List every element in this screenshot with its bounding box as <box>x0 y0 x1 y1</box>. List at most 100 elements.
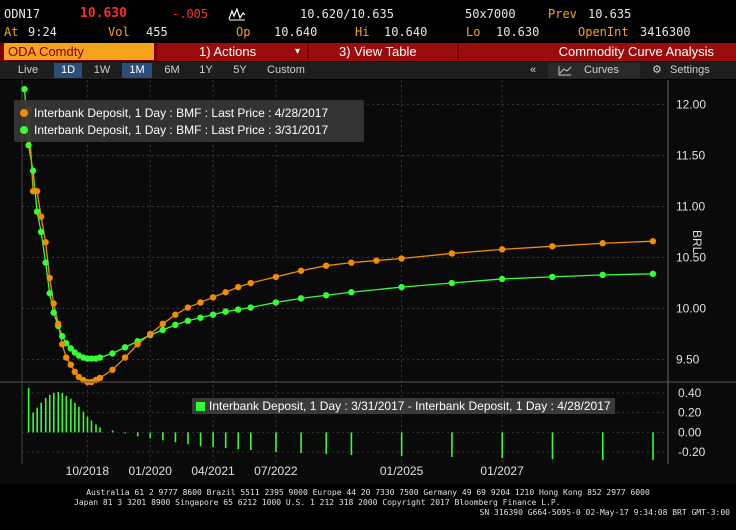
series-point-0 <box>37 213 45 220</box>
y-axis-label: BRL <box>690 230 704 254</box>
series-point-1 <box>599 271 606 279</box>
curve-chart[interactable]: 12.00 11.50 11.00 10.50 10.00 9.50 10/2018 01/… <box>0 80 736 484</box>
series-point-1 <box>649 270 657 278</box>
spread-bar <box>27 387 30 433</box>
view-table-label: 3) View Table <box>339 44 417 59</box>
tab-1w[interactable]: 1W <box>93 64 111 76</box>
bid-ask-size: 50x7000 <box>465 7 516 21</box>
spread-swatch <box>196 402 205 411</box>
y-tick-label: 11.00 <box>676 199 705 213</box>
series-point-1 <box>46 290 53 297</box>
security-field-text: ODA Comdty <box>8 44 84 59</box>
spread-bar <box>451 432 453 458</box>
open-interest-label: OpenInt <box>578 25 629 39</box>
legend-dot-green <box>20 126 28 134</box>
tab-1m[interactable]: 1M <box>122 63 152 78</box>
spread-bar <box>32 412 34 433</box>
spread-legend-text: Interbank Deposit, 1 Day : 3/31/2017 - I… <box>209 399 611 413</box>
spread-bar <box>149 432 152 439</box>
spread-bar <box>70 398 72 433</box>
spread-bar <box>652 432 654 460</box>
spread-bar <box>40 402 43 433</box>
series-point-0 <box>297 267 305 274</box>
spread-bar <box>44 397 47 433</box>
series-point-1 <box>67 345 74 352</box>
tab-5y[interactable]: 5Y <box>233 64 247 76</box>
low-label: Lo <box>466 25 481 39</box>
series-point-1 <box>88 355 95 362</box>
spread-bar <box>300 432 302 454</box>
curves-label: Curves <box>584 64 619 76</box>
tab-1y[interactable]: 1Y <box>199 64 213 76</box>
spread-bar <box>90 420 93 433</box>
series-point-0 <box>448 250 456 257</box>
open-value: 10.640 <box>274 25 318 39</box>
series-point-0 <box>159 320 166 328</box>
chevron-down-icon: ▾ <box>295 46 301 57</box>
series-point-1 <box>448 279 456 287</box>
actions-menu[interactable]: 1) Actions ▾ <box>157 43 307 61</box>
series-point-1 <box>398 283 405 291</box>
function-toolbar: ODA Comdty 1) Actions ▾ 3) View Table Co… <box>0 43 736 61</box>
series-point-1 <box>37 228 45 236</box>
curves-button[interactable]: Curves <box>548 63 640 78</box>
series-point-1 <box>121 344 129 351</box>
view-table-button[interactable]: 3) View Table <box>309 43 457 61</box>
spread-bar <box>275 432 277 453</box>
footer-contacts-2: Japan 81 3 3201 8900 Singapore 65 6212 1… <box>74 498 561 507</box>
series-point-0 <box>121 354 129 361</box>
y-tick-label: 11.50 <box>676 148 705 162</box>
quote-row-1: ODN17 10.630 -.005 10.620/10.635 50x7000… <box>0 6 736 24</box>
spread-bar <box>78 406 80 433</box>
vol-label: Vol <box>108 25 130 39</box>
spread-tick-label: -0.20 <box>678 445 706 459</box>
series-point-0 <box>54 320 62 328</box>
spread-bar <box>601 432 604 460</box>
spread-bar <box>86 416 89 433</box>
curve-chart-svg: 12.00 11.50 11.00 10.50 10.00 9.50 10/2018 01/… <box>0 80 736 478</box>
series-point-1 <box>21 85 28 93</box>
tab-1d[interactable]: 1D <box>54 63 82 78</box>
spread-tick-label: 0.40 <box>678 386 702 400</box>
series-point-1 <box>172 321 179 329</box>
spread-tick-label: 0.00 <box>678 425 702 439</box>
spread-bar <box>501 432 504 459</box>
series-point-0 <box>42 239 49 246</box>
series-point-0 <box>247 279 254 287</box>
x-tick-label: 07/2022 <box>254 464 298 478</box>
tab-custom[interactable]: Custom <box>267 64 305 76</box>
spread-tick-label: 0.20 <box>678 406 702 420</box>
series-point-1 <box>109 350 116 357</box>
legend-dot-orange <box>20 109 28 117</box>
period-tabs: Live 1D 1W 1M 6M 1Y 5Y Custom « Curves ⚙… <box>0 62 736 79</box>
settings-button[interactable]: ⚙ Settings <box>648 63 732 78</box>
spread-bar <box>136 432 139 437</box>
spread-bar <box>162 432 164 441</box>
quote-row-2: At 9:24 Vol 455 Op 10.640 Hi 10.640 Lo 1… <box>0 25 736 41</box>
volume: 455 <box>146 25 168 39</box>
x-tick-label: 10/2018 <box>66 464 110 478</box>
series-point-0 <box>63 354 70 361</box>
series-point-1 <box>29 167 37 174</box>
tab-6m[interactable]: 6M <box>164 64 180 76</box>
security-field[interactable]: ODA Comdty <box>4 43 154 60</box>
series-point-1 <box>209 311 217 318</box>
spread-bar <box>212 432 214 448</box>
sparkline-icon[interactable] <box>228 7 246 24</box>
series-point-1 <box>25 142 32 149</box>
legend-label: Interbank Deposit, 1 Day : BMF : Last Pr… <box>34 106 329 120</box>
tab-live[interactable]: Live <box>17 64 39 76</box>
series-point-0 <box>33 187 41 195</box>
series-point-0 <box>398 255 405 262</box>
series-point-0 <box>59 341 66 348</box>
series-point-1 <box>159 326 166 334</box>
actions-label: 1) Actions <box>199 44 257 59</box>
spread-bar <box>95 424 97 433</box>
chart-legend[interactable]: Interbank Deposit, 1 Day : BMF : Last Pr… <box>14 100 364 142</box>
ticker[interactable]: ODN17 <box>4 7 41 21</box>
y-tick-label: 12.00 <box>676 97 706 111</box>
collapse-button[interactable]: « <box>529 64 537 76</box>
series-point-0 <box>197 299 204 306</box>
y-tick-label: 9.50 <box>676 353 700 367</box>
series-point-1 <box>50 309 57 316</box>
